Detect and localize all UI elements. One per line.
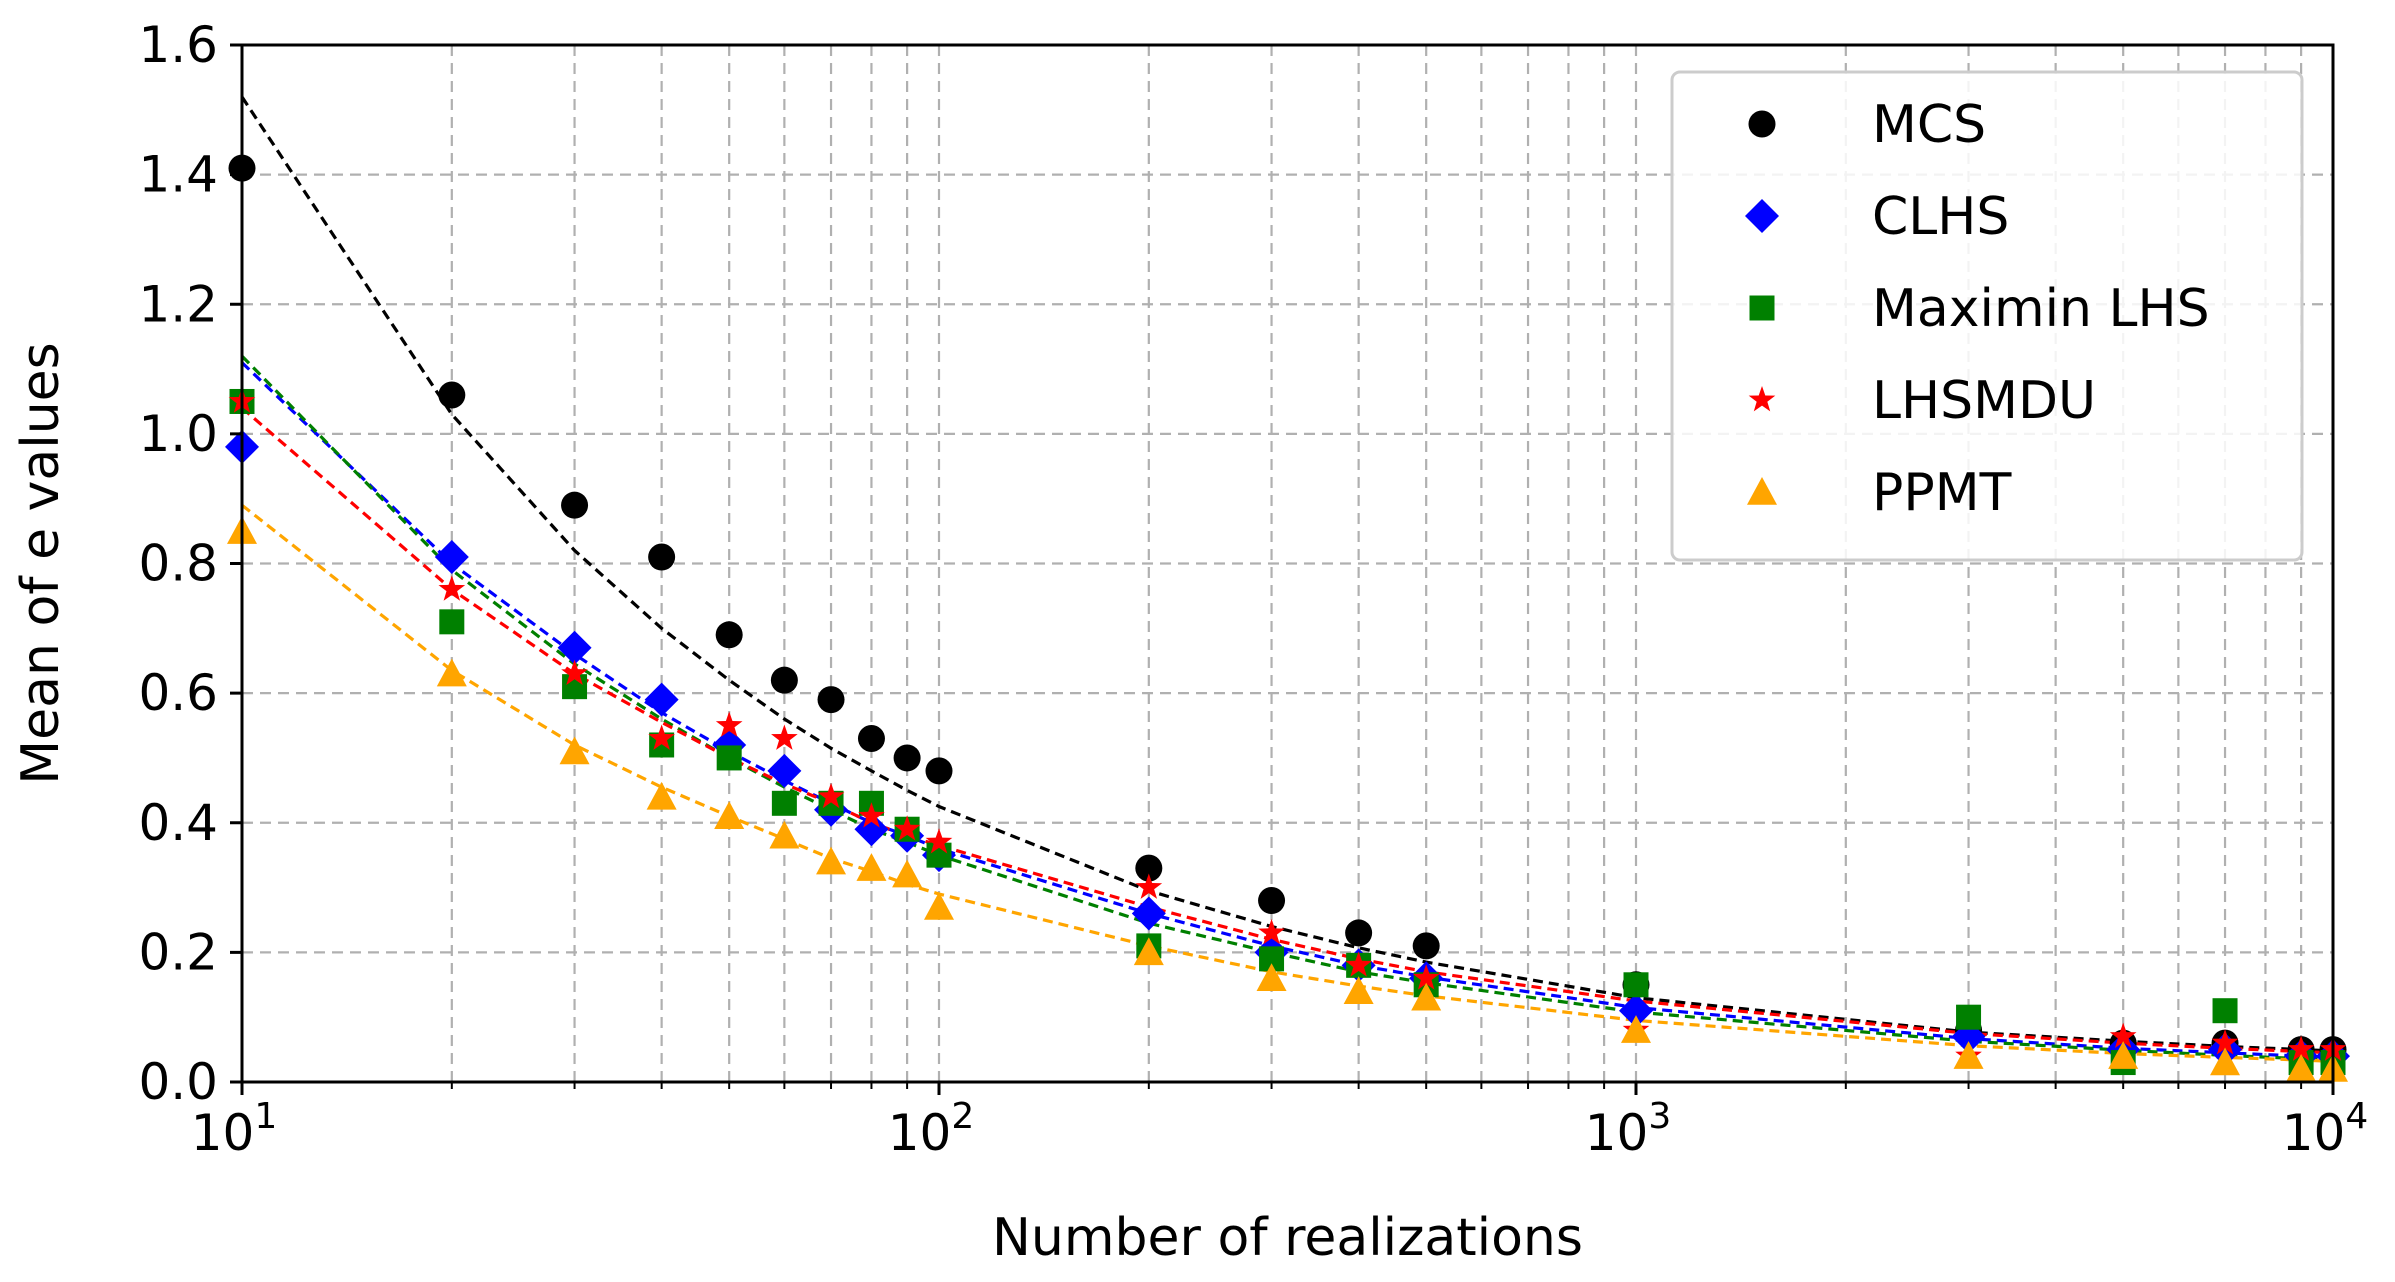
point-maximin-lhs [1956,1004,1982,1030]
point-ppmt [2210,1047,2241,1076]
point-lhsmdu [858,802,885,828]
legend-label-clhs: CLHS [1872,187,2009,247]
point-ppmt [2286,1054,2317,1082]
point-maximin-lhs [771,790,797,816]
point-mcs [1135,854,1163,882]
point-mcs [893,744,921,772]
fit-line-mcs [240,96,2334,1053]
y-axis-label: Mean of e values [11,342,71,785]
point-mcs [817,686,845,714]
point-mcs [438,381,466,409]
fit-line-ppmt [241,503,2334,1063]
point-lhsmdu [1258,918,1285,945]
point-mcs [715,621,743,649]
point-maximin-lhs [439,609,465,635]
point-clhs [557,630,592,665]
point-ppmt [856,853,887,881]
x-axis-label: Number of realizations [992,1208,1583,1268]
point-mcs [1345,919,1373,947]
point-ppmt [2108,1041,2139,1069]
point-ppmt [816,846,847,875]
point-lhsmdu [1412,964,1440,990]
data-markers [225,154,2350,1082]
legend-marker-clhs [1745,199,1779,233]
point-mcs [648,543,676,571]
point-lhsmdu [893,815,921,841]
y-tick-label: 0.0 [138,1053,218,1111]
y-tick-label: 0.6 [138,664,218,722]
y-tick-label: 1.2 [138,275,218,333]
point-ppmt [1621,1015,1651,1043]
fit-lines [240,96,2334,1063]
point-lhsmdu [2109,1022,2137,1048]
point-maximin-lhs [2212,998,2238,1024]
y-tick-label: 1.0 [138,405,218,463]
legend-label-mcs: MCS [1872,95,1986,155]
point-ppmt [559,736,590,765]
point-lhsmdu [817,782,845,809]
point-lhsmdu [925,828,953,854]
point-clhs [1131,896,1166,931]
point-lhsmdu [561,659,588,686]
point-ppmt [924,892,954,920]
point-clhs [644,682,679,717]
fit-line-maximin-lhs [240,354,2334,1062]
point-clhs [434,540,469,575]
point-clhs [1619,993,1653,1028]
y-tick-label: 1.6 [138,16,218,74]
x-tick-label: 104 [2282,1096,2369,1162]
point-ppmt [892,859,923,888]
point-mcs [1412,932,1440,960]
y-tick-label: 1.4 [138,146,218,204]
point-lhsmdu [2287,1035,2315,1061]
point-maximin-lhs [1623,972,1649,998]
point-lhsmdu [771,724,798,750]
x-tick-label: 101 [191,1096,278,1162]
x-tick-label: 102 [888,1096,975,1162]
point-clhs [854,812,889,847]
point-ppmt [1953,1041,1984,1069]
point-lhsmdu [1135,873,1163,899]
point-ppmt [714,801,745,830]
point-ppmt [436,658,467,687]
legend-label-lhsmdu: LHSMDU [1872,371,2096,431]
legend-marker-mcs [1748,110,1776,138]
fit-line-clhs [240,361,2334,1059]
y-tick-label: 0.8 [138,535,218,593]
point-ppmt [1343,976,1374,1005]
point-mcs [770,666,798,694]
point-ppmt [1411,982,1442,1011]
point-ppmt [1256,963,1287,992]
legend-marker-ppmt [1747,477,1777,505]
point-mcs [1258,887,1286,915]
legend-label-ppmt: PPMT [1872,463,2012,523]
y-tick-label: 0.4 [138,794,218,852]
legend-marker-lhsmdu [1748,386,1776,412]
point-maximin-lhs [716,745,742,771]
point-lhsmdu [438,575,466,601]
point-lhsmdu [1345,951,1372,977]
legend: MCS CLHS Maximin LHS LHSMDU PPMT [1670,70,2304,562]
legend-label-maximin-lhs: Maximin LHS [1872,279,2210,339]
point-mcs [925,757,953,785]
point-lhsmdu [648,724,675,750]
legend-frame [1670,70,2304,562]
point-lhsmdu [715,711,743,737]
y-tick-label: 0.2 [138,923,218,981]
fit-line-lhsmdu [240,406,2334,1055]
legend-marker-maximin-lhs [1749,295,1775,321]
grid [242,45,2333,1082]
point-ppmt [1133,937,1164,966]
point-lhsmdu [2211,1029,2239,1055]
axis-ticks: 0.0 0.2 0.4 0.6 0.8 1.0 1.2 1.4 1.6 101 102 103 104 [138,16,2368,1162]
point-mcs [857,724,885,752]
point-clhs [767,753,802,788]
x-tick-label: 103 [1585,1096,1672,1162]
point-mcs [561,491,589,519]
point-ppmt [646,781,677,810]
point-ppmt [769,820,800,849]
